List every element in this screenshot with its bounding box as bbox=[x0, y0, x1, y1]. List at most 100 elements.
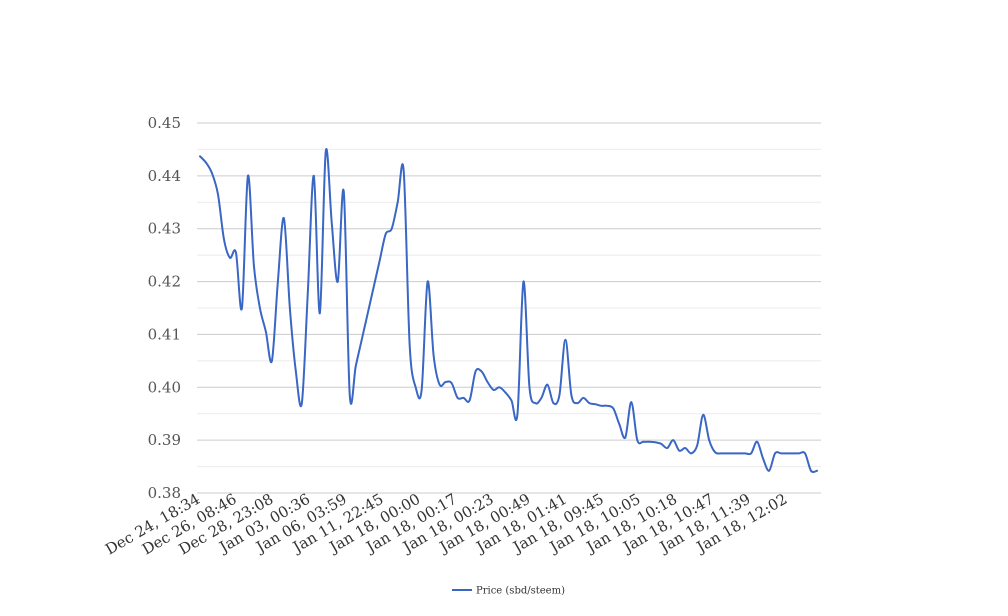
data-point bbox=[564, 338, 567, 341]
data-point bbox=[354, 365, 357, 367]
data-point bbox=[456, 397, 459, 399]
data-point bbox=[211, 172, 213, 175]
data-point bbox=[390, 227, 393, 230]
data-point bbox=[348, 394, 351, 397]
data-point bbox=[408, 344, 411, 346]
data-point bbox=[618, 423, 621, 426]
data-point bbox=[774, 452, 776, 455]
data-point bbox=[708, 439, 710, 441]
data-point bbox=[756, 440, 758, 443]
y-tick-label: 0.40 bbox=[148, 378, 181, 396]
data-point bbox=[438, 383, 441, 386]
data-point bbox=[762, 457, 764, 460]
data-point bbox=[714, 451, 716, 454]
data-point bbox=[810, 470, 812, 472]
data-point bbox=[217, 193, 219, 196]
data-point bbox=[546, 383, 549, 386]
data-point bbox=[732, 452, 734, 455]
data-point bbox=[324, 150, 327, 152]
data-point bbox=[205, 161, 207, 164]
data-point bbox=[744, 452, 746, 455]
legend-label: Price (sbd/steem) bbox=[476, 586, 565, 597]
data-point bbox=[336, 280, 339, 283]
data-point bbox=[414, 386, 417, 389]
data-point bbox=[450, 382, 453, 384]
data-point bbox=[624, 436, 627, 439]
data-point bbox=[223, 238, 225, 241]
data-point bbox=[372, 286, 375, 288]
data-point bbox=[420, 389, 423, 391]
data-point bbox=[804, 452, 806, 455]
series-line bbox=[199, 147, 818, 474]
data-point bbox=[600, 404, 603, 407]
data-point bbox=[684, 447, 687, 449]
data-point bbox=[283, 217, 285, 219]
data-point bbox=[432, 354, 435, 357]
data-point bbox=[816, 470, 818, 472]
data-point bbox=[468, 399, 471, 402]
data-point bbox=[630, 401, 633, 403]
data-point bbox=[606, 404, 609, 407]
data-point bbox=[366, 312, 369, 315]
data-point bbox=[798, 452, 800, 455]
data-point bbox=[768, 470, 770, 472]
data-point bbox=[786, 452, 788, 455]
y-tick-label: 0.44 bbox=[148, 167, 181, 185]
data-point bbox=[780, 452, 782, 455]
data-point bbox=[528, 386, 531, 389]
data-point bbox=[307, 291, 309, 293]
data-point bbox=[696, 444, 698, 447]
data-point bbox=[582, 397, 585, 399]
data-point bbox=[558, 394, 561, 397]
data-point bbox=[492, 389, 495, 391]
data-point bbox=[750, 452, 752, 455]
data-point bbox=[510, 399, 513, 402]
data-point bbox=[462, 397, 465, 399]
data-point bbox=[738, 452, 740, 455]
y-tick-label: 0.42 bbox=[148, 273, 181, 291]
data-point bbox=[660, 443, 663, 445]
y-tick-label: 0.45 bbox=[148, 114, 181, 132]
data-point bbox=[360, 338, 363, 341]
data-point bbox=[384, 233, 387, 235]
data-point bbox=[319, 312, 321, 315]
data-point bbox=[199, 155, 201, 158]
data-point bbox=[654, 441, 657, 444]
data-point bbox=[277, 280, 279, 283]
data-point bbox=[570, 394, 573, 397]
data-point bbox=[486, 381, 489, 383]
data-point bbox=[235, 251, 237, 254]
data-point bbox=[247, 175, 249, 177]
data-point bbox=[301, 402, 303, 404]
data-point bbox=[378, 259, 381, 262]
data-point bbox=[690, 452, 693, 455]
data-point bbox=[313, 175, 315, 177]
data-point bbox=[241, 307, 243, 309]
data-point bbox=[480, 370, 483, 373]
data-point bbox=[396, 201, 399, 204]
data-point bbox=[588, 402, 591, 404]
data-point bbox=[648, 440, 651, 443]
legend[interactable]: Price (sbd/steem) bbox=[452, 586, 565, 597]
data-point bbox=[402, 169, 405, 172]
data-point bbox=[289, 307, 291, 309]
data-point bbox=[229, 256, 231, 259]
y-tick-label: 0.41 bbox=[148, 325, 181, 343]
data-point bbox=[552, 402, 555, 404]
data-point bbox=[642, 440, 645, 443]
data-point bbox=[265, 330, 267, 333]
data-point bbox=[474, 370, 477, 373]
data-point bbox=[576, 402, 579, 404]
data-point bbox=[498, 386, 501, 389]
data-point bbox=[504, 391, 507, 394]
data-point bbox=[295, 370, 297, 373]
y-tick-label: 0.39 bbox=[148, 431, 181, 449]
data-point bbox=[540, 397, 543, 399]
data-point bbox=[426, 280, 429, 283]
data-point bbox=[666, 447, 669, 449]
y-tick-label: 0.43 bbox=[148, 220, 181, 238]
data-point bbox=[720, 452, 722, 455]
data-point bbox=[444, 381, 447, 383]
data-point bbox=[534, 402, 537, 404]
